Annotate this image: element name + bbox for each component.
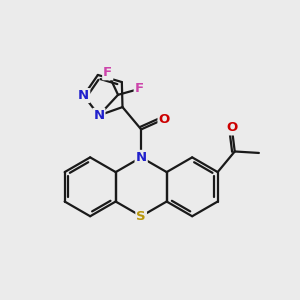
Text: F: F [103, 66, 112, 79]
Text: O: O [158, 112, 170, 126]
Text: N: N [136, 151, 147, 164]
Text: O: O [226, 122, 237, 134]
Text: S: S [136, 210, 146, 223]
Text: N: N [93, 109, 104, 122]
Text: F: F [135, 82, 144, 95]
Text: N: N [78, 89, 89, 102]
